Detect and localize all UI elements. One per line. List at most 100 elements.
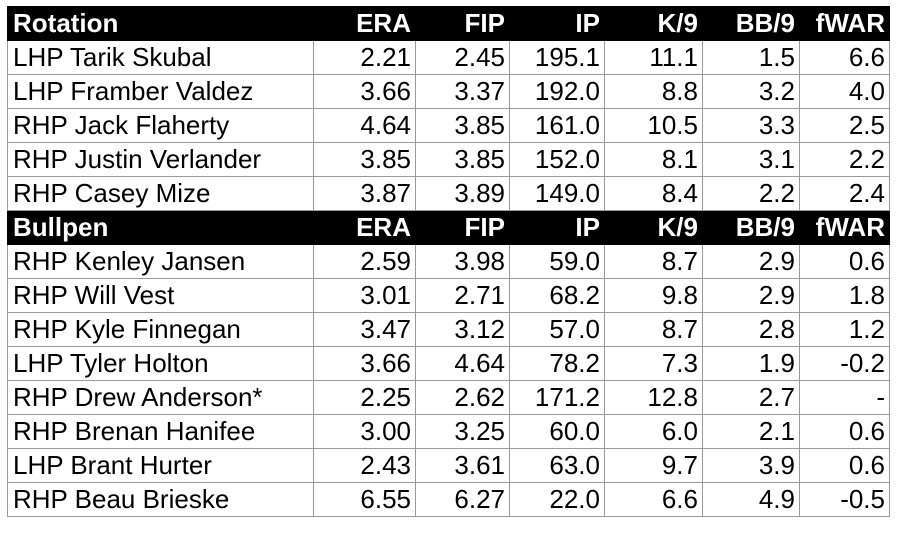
stat-cell-bb9: 2.9 bbox=[702, 278, 800, 313]
stat-cell-fip: 3.98 bbox=[415, 244, 510, 279]
stat-cell-k9: 10.5 bbox=[604, 108, 703, 143]
stat-cell-k9: 8.7 bbox=[604, 312, 703, 347]
stat-cell-fip: 2.71 bbox=[415, 278, 510, 313]
stat-cell-fip: 3.37 bbox=[415, 74, 510, 109]
stat-cell-bb9: 4.9 bbox=[702, 482, 800, 517]
table-row: LHP Framber Valdez 3.66 3.37 192.0 8.8 3.2 4.0 bbox=[7, 74, 890, 109]
stat-cell-ip: 63.0 bbox=[509, 448, 605, 483]
player-name-cell: LHP Tyler Holton bbox=[7, 346, 314, 381]
stat-cell-fwar: -0.2 bbox=[799, 346, 890, 381]
stat-cell-k9: 8.8 bbox=[604, 74, 703, 109]
stat-cell-fip: 3.61 bbox=[415, 448, 510, 483]
player-name-cell: LHP Tarik Skubal bbox=[7, 40, 314, 75]
stat-cell-ip: 161.0 bbox=[509, 108, 605, 143]
stat-cell-ip: 59.0 bbox=[509, 244, 605, 279]
stat-cell-fwar: 2.2 bbox=[799, 142, 890, 177]
stat-cell-fwar: 1.2 bbox=[799, 312, 890, 347]
stat-cell-k9: 8.4 bbox=[604, 176, 703, 211]
column-header-k9: K/9 bbox=[604, 210, 703, 245]
column-header-k9: K/9 bbox=[604, 6, 703, 41]
stat-cell-fwar: 2.4 bbox=[799, 176, 890, 211]
player-name-cell: RHP Casey Mize bbox=[7, 176, 314, 211]
stat-cell-era: 3.66 bbox=[313, 346, 416, 381]
stat-cell-bb9: 2.9 bbox=[702, 244, 800, 279]
stat-cell-fip: 3.85 bbox=[415, 142, 510, 177]
stat-cell-ip: 78.2 bbox=[509, 346, 605, 381]
stat-cell-bb9: 2.7 bbox=[702, 380, 800, 415]
stat-cell-era: 2.21 bbox=[313, 40, 416, 75]
pitching-stats-table: Rotation ERA FIP IP K/9 BB/9 fWAR LHP Tarik Sku… bbox=[7, 6, 890, 517]
stat-cell-fip: 6.27 bbox=[415, 482, 510, 517]
column-header-bb9: BB/9 bbox=[702, 210, 800, 245]
stat-cell-era: 2.43 bbox=[313, 448, 416, 483]
column-header-bb9: BB/9 bbox=[702, 6, 800, 41]
stat-cell-era: 3.66 bbox=[313, 74, 416, 109]
table-row: RHP Casey Mize 3.87 3.89 149.0 8.4 2.2 2.4 bbox=[7, 176, 890, 211]
stat-cell-bb9: 3.3 bbox=[702, 108, 800, 143]
table-row: RHP Drew Anderson* 2.25 2.62 171.2 12.8 2.7- bbox=[7, 380, 890, 415]
stat-cell-k9: 12.8 bbox=[604, 380, 703, 415]
stat-cell-era: 4.64 bbox=[313, 108, 416, 143]
player-name-cell: RHP Beau Brieske bbox=[7, 482, 314, 517]
table-row: LHP Tarik Skubal 2.21 2.45 195.1 11.1 1.5 6.6 bbox=[7, 40, 890, 75]
stat-cell-era: 3.00 bbox=[313, 414, 416, 449]
table-row: RHP Kyle Finnegan 3.47 3.12 57.0 8.7 2.8 1.2 bbox=[7, 312, 890, 347]
player-name-cell: RHP Will Vest bbox=[7, 278, 314, 313]
section-header-bullpen: Bullpen ERA FIP IP K/9 BB/9 fWAR bbox=[7, 210, 890, 245]
stat-cell-fip: 3.89 bbox=[415, 176, 510, 211]
stat-cell-fwar: 6.6 bbox=[799, 40, 890, 75]
player-name-cell: RHP Kyle Finnegan bbox=[7, 312, 314, 347]
table-row: RHP Kenley Jansen 2.59 3.98 59.0 8.7 2.9 0.6 bbox=[7, 244, 890, 279]
stat-cell-bb9: 1.9 bbox=[702, 346, 800, 381]
column-header-era: ERA bbox=[313, 210, 416, 245]
stat-cell-era: 2.59 bbox=[313, 244, 416, 279]
stat-cell-fip: 3.25 bbox=[415, 414, 510, 449]
stat-cell-era: 3.01 bbox=[313, 278, 416, 313]
stat-cell-ip: 195.1 bbox=[509, 40, 605, 75]
player-name-cell: RHP Brenan Hanifee bbox=[7, 414, 314, 449]
stat-cell-fwar: -0.5 bbox=[799, 482, 890, 517]
stat-cell-bb9: 3.1 bbox=[702, 142, 800, 177]
stat-cell-fwar: 1.8 bbox=[799, 278, 890, 313]
stat-cell-bb9: 2.1 bbox=[702, 414, 800, 449]
stat-cell-era: 3.87 bbox=[313, 176, 416, 211]
stat-cell-era: 3.85 bbox=[313, 142, 416, 177]
stat-cell-fip: 3.12 bbox=[415, 312, 510, 347]
stat-cell-fip: 4.64 bbox=[415, 346, 510, 381]
column-header-fip: FIP bbox=[415, 210, 510, 245]
stat-cell-bb9: 3.9 bbox=[702, 448, 800, 483]
table-row: LHP Tyler Holton 3.66 4.64 78.2 7.3 1.9 -0.2 bbox=[7, 346, 890, 381]
player-name-cell: RHP Kenley Jansen bbox=[7, 244, 314, 279]
player-name-cell: LHP Brant Hurter bbox=[7, 448, 314, 483]
stat-cell-k9: 6.6 bbox=[604, 482, 703, 517]
stat-cell-k9: 9.7 bbox=[604, 448, 703, 483]
column-header-era: ERA bbox=[313, 6, 416, 41]
stat-cell-ip: 171.2 bbox=[509, 380, 605, 415]
stat-cell-ip: 57.0 bbox=[509, 312, 605, 347]
stat-cell-bb9: 2.2 bbox=[702, 176, 800, 211]
stat-cell-k9: 9.8 bbox=[604, 278, 703, 313]
stat-cell-fwar: 0.6 bbox=[799, 448, 890, 483]
player-name-cell: RHP Justin Verlander bbox=[7, 142, 314, 177]
table-row: RHP Will Vest 3.01 2.71 68.2 9.8 2.9 1.8 bbox=[7, 278, 890, 313]
stat-cell-fwar: 2.5 bbox=[799, 108, 890, 143]
stat-cell-k9: 11.1 bbox=[604, 40, 703, 75]
table-row: RHP Justin Verlander 3.85 3.85 152.0 8.1 3.1 2… bbox=[7, 142, 890, 177]
section-title: Bullpen bbox=[7, 210, 314, 245]
stat-cell-fip: 3.85 bbox=[415, 108, 510, 143]
stat-cell-era: 3.47 bbox=[313, 312, 416, 347]
stat-cell-fip: 2.62 bbox=[415, 380, 510, 415]
stat-cell-ip: 22.0 bbox=[509, 482, 605, 517]
stat-cell-bb9: 2.8 bbox=[702, 312, 800, 347]
table-row: RHP Brenan Hanifee 3.00 3.25 60.0 6.0 2.1 0.6 bbox=[7, 414, 890, 449]
section-header-rotation: Rotation ERA FIP IP K/9 BB/9 fWAR bbox=[7, 6, 890, 41]
column-header-fip: FIP bbox=[415, 6, 510, 41]
stat-cell-fwar: 0.6 bbox=[799, 244, 890, 279]
table-row: RHP Jack Flaherty 4.64 3.85 161.0 10.5 3.3 2.5 bbox=[7, 108, 890, 143]
stat-cell-fwar: 0.6 bbox=[799, 414, 890, 449]
stat-cell-bb9: 3.2 bbox=[702, 74, 800, 109]
stat-cell-fip: 2.45 bbox=[415, 40, 510, 75]
table-row: RHP Beau Brieske 6.55 6.27 22.0 6.6 4.9 -0.5 bbox=[7, 482, 890, 517]
table-row: LHP Brant Hurter 2.43 3.61 63.0 9.7 3.9 0.6 bbox=[7, 448, 890, 483]
section-title: Rotation bbox=[7, 6, 314, 41]
